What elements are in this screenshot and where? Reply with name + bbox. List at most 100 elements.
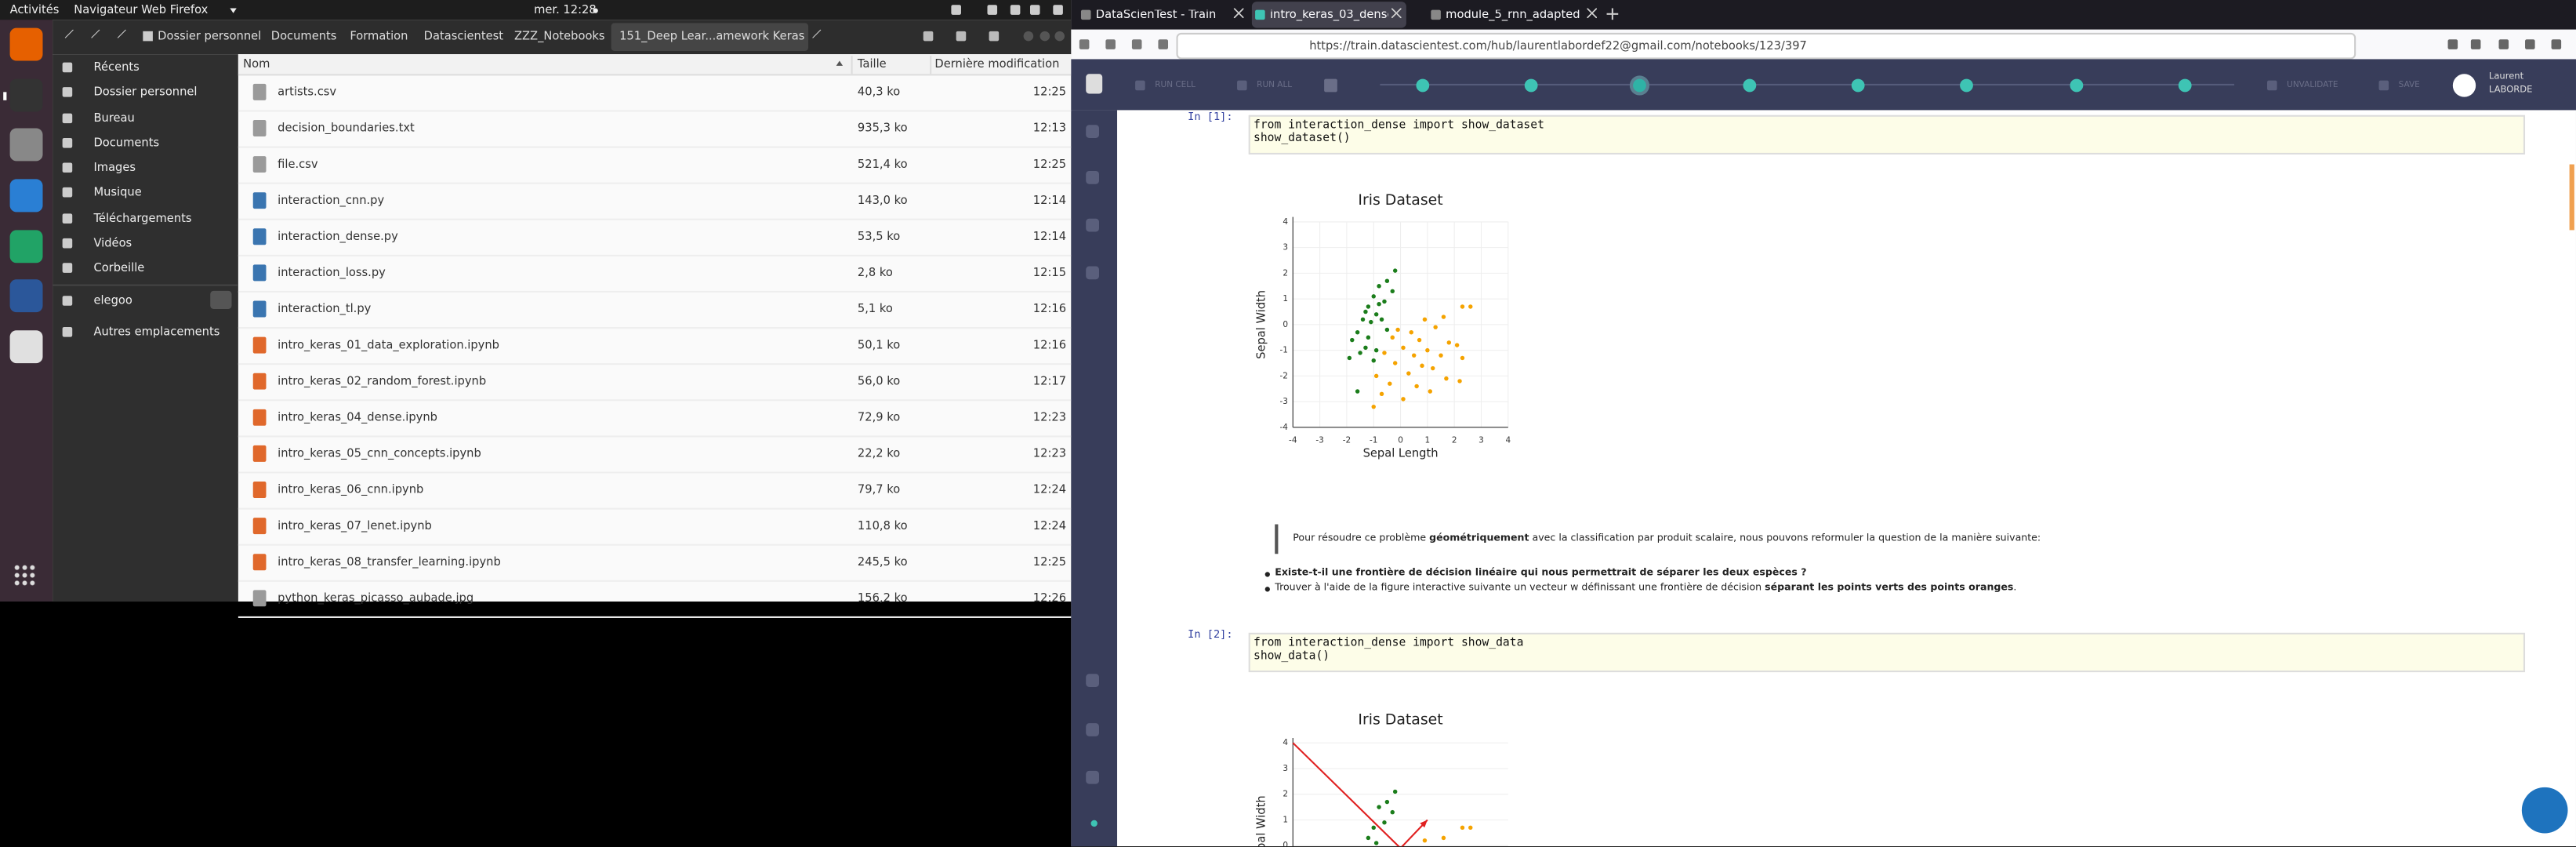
path-label[interactable]: ZZZ_Notebooks	[513, 29, 605, 43]
tab[interactable]	[1251, 2, 1406, 28]
tray-icon[interactable]	[951, 5, 961, 15]
sidebar-tool[interactable]	[1086, 723, 1099, 736]
sidebar-tool[interactable]	[1086, 218, 1099, 232]
tool-button[interactable]: RUN ALL	[1257, 79, 1293, 90]
toolbar-icon[interactable]	[2551, 39, 2562, 49]
header-button[interactable]	[1039, 31, 1050, 42]
chat-button[interactable]	[2521, 787, 2568, 834]
tray-icon[interactable]	[987, 5, 998, 15]
column-label[interactable]: Taille	[857, 56, 887, 71]
sidebar-item[interactable]: Vidéos	[93, 235, 132, 249]
file-row[interactable]	[238, 544, 1072, 582]
dock-icon[interactable]	[9, 279, 43, 313]
step[interactable]	[2070, 78, 2084, 92]
header-button[interactable]	[956, 31, 967, 42]
sidebar-item[interactable]: Corbeille	[93, 260, 145, 274]
sidebar-tool[interactable]	[1086, 170, 1099, 184]
eject-button[interactable]	[210, 290, 232, 309]
nav-icon[interactable]	[1079, 39, 1090, 49]
header-button[interactable]	[989, 31, 1000, 42]
step[interactable]	[2178, 78, 2192, 92]
new-tab[interactable]	[1606, 8, 1619, 20]
tool-button[interactable]: RUN CELL	[1155, 79, 1195, 90]
path-label[interactable]: Datascientest	[423, 29, 503, 43]
file-row[interactable]	[238, 471, 1072, 510]
step[interactable]	[1524, 78, 1538, 92]
step[interactable]	[1960, 78, 1973, 92]
tool-icon[interactable]	[1324, 78, 1337, 93]
tray-icon[interactable]	[1010, 5, 1021, 15]
tab-close[interactable]	[1391, 8, 1402, 19]
sidebar-tool[interactable]	[1086, 125, 1099, 139]
header-button[interactable]	[1054, 31, 1065, 42]
tab-close[interactable]	[1587, 8, 1597, 19]
nav-icon[interactable]	[1131, 39, 1142, 49]
file-row[interactable]	[238, 508, 1072, 546]
app-menu[interactable]: Navigateur Web Firefox	[74, 2, 209, 16]
column-label[interactable]: Dernière modification	[934, 56, 1060, 71]
path-button[interactable]	[611, 23, 809, 51]
toolbar-icon[interactable]	[2447, 39, 2458, 49]
dock-icon[interactable]	[9, 330, 43, 364]
tray-icon[interactable]	[1053, 5, 1063, 15]
show-apps[interactable]	[13, 563, 37, 587]
y-tick-label: 1	[1283, 815, 1288, 824]
file-row[interactable]	[238, 291, 1072, 329]
dock-icon[interactable]	[9, 27, 43, 61]
path-label[interactable]: Documents	[270, 29, 337, 43]
y-tick-label: 3	[1283, 243, 1288, 253]
url-field[interactable]	[1176, 32, 2356, 60]
clock[interactable]: mer. 12:28	[534, 2, 597, 16]
sidebar-item[interactable]: Récents	[93, 60, 140, 74]
sidebar-item[interactable]: Images	[93, 160, 136, 174]
bold-text: géométriquement	[1429, 532, 1529, 544]
dock-icon[interactable]	[9, 230, 43, 264]
path-label[interactable]: Formation	[350, 29, 408, 43]
file-row[interactable]	[238, 399, 1072, 438]
header-button[interactable]	[1023, 31, 1034, 42]
path-label[interactable]: 151_Deep Lear...amework Keras	[619, 29, 805, 43]
tray-icon[interactable]	[1029, 5, 1040, 15]
path-label[interactable]: Dossier personnel	[158, 29, 262, 43]
step[interactable]	[1633, 78, 1646, 92]
sidebar-tool[interactable]	[1086, 266, 1099, 280]
dock-icon[interactable]	[9, 128, 43, 162]
sidebar-item[interactable]: Téléchargements	[93, 211, 192, 225]
step[interactable]	[1416, 78, 1430, 92]
file-row[interactable]	[238, 183, 1072, 220]
toolbar-icon[interactable]	[2470, 39, 2481, 49]
dock-icon[interactable]	[9, 179, 43, 213]
file-row[interactable]	[238, 435, 1072, 474]
file-row[interactable]	[238, 110, 1072, 148]
file-row[interactable]	[238, 327, 1072, 365]
tool-button[interactable]: SAVE	[2398, 79, 2420, 90]
tab-close[interactable]	[1233, 8, 1244, 19]
column-label[interactable]: Nom	[243, 56, 270, 71]
file-row[interactable]	[238, 363, 1072, 402]
sidebar-item[interactable]: Bureau	[93, 111, 135, 125]
sidebar-item[interactable]: elegoo	[93, 293, 132, 307]
tool-button[interactable]: UNVALIDATE	[2287, 79, 2338, 90]
file-row[interactable]	[238, 147, 1072, 184]
sidebar-item[interactable]: Musique	[93, 184, 142, 198]
step[interactable]	[1851, 78, 1865, 92]
nav-icon[interactable]	[1105, 39, 1116, 49]
sidebar-item[interactable]: Autres emplacements	[93, 324, 220, 338]
dock-icon[interactable]	[9, 78, 43, 112]
toolbar-icon[interactable]	[2525, 39, 2535, 49]
header-button[interactable]	[923, 31, 934, 42]
sidebar-item[interactable]: Documents	[93, 135, 160, 149]
sidebar-item[interactable]: Dossier personnel	[93, 84, 198, 98]
nav-icon[interactable]	[1158, 39, 1169, 49]
file-row[interactable]	[238, 219, 1072, 256]
file-name: intro_keras_04_dense.ipynb	[278, 409, 437, 424]
file-time: 12:25	[1032, 554, 1067, 569]
toolbar-icon[interactable]	[2498, 39, 2509, 49]
activities[interactable]: Activités	[9, 2, 60, 16]
sidebar-tool[interactable]	[1086, 674, 1099, 687]
step[interactable]	[1743, 78, 1757, 92]
sidebar-tool[interactable]	[1086, 770, 1099, 784]
file-row[interactable]	[238, 580, 1072, 618]
file-row[interactable]	[238, 74, 1072, 112]
file-row[interactable]	[238, 255, 1072, 293]
